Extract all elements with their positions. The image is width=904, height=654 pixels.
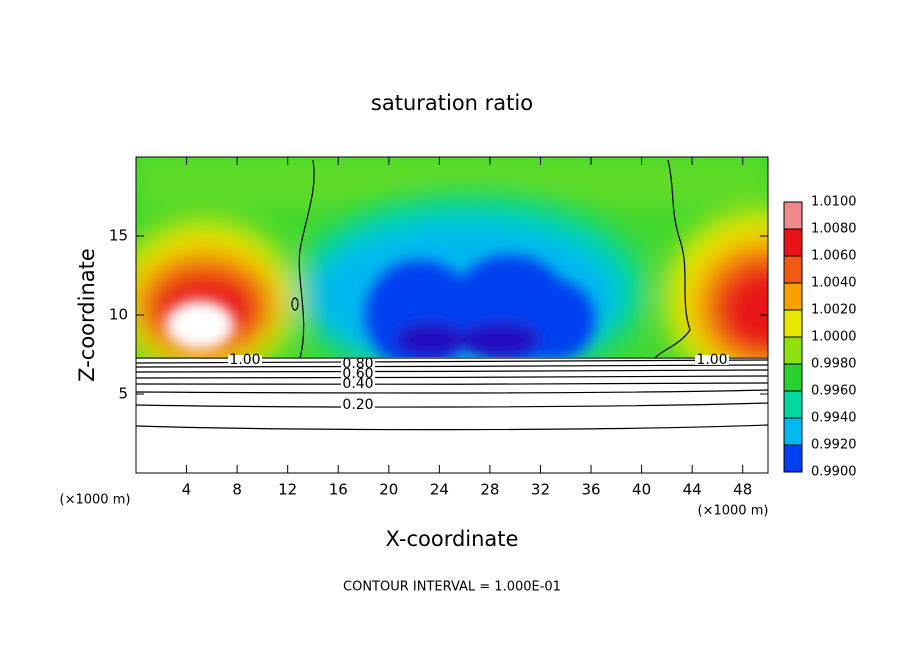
- x-tick-label: 12: [278, 481, 297, 499]
- contour-label: 0.20: [342, 397, 373, 413]
- x-tick-label: 8: [232, 481, 242, 499]
- colorbar-band: [784, 391, 802, 418]
- colorbar-band: [784, 310, 802, 337]
- colorbar-label: 1.0020: [811, 303, 857, 318]
- colorbar-band: [784, 364, 802, 391]
- y-tick-label: 10: [109, 306, 128, 324]
- colorbar-band: [784, 445, 802, 472]
- x-tick-label: 36: [581, 481, 600, 499]
- colorbar-band: [784, 256, 802, 283]
- x-tick-label: 4: [182, 481, 192, 499]
- colorbar-band: [784, 283, 802, 310]
- contour-label-bg: [341, 379, 375, 389]
- x-tick-label: 28: [480, 481, 499, 499]
- colorbar-label: 0.9900: [811, 465, 857, 480]
- colorbar-band: [784, 229, 802, 256]
- contour-label: 1.00: [696, 352, 727, 368]
- x-tick-label: 20: [379, 481, 398, 499]
- colorbar-label: 0.9940: [811, 411, 857, 426]
- contour-label: 0.60: [342, 366, 373, 382]
- colorbar-label: 1.0000: [811, 330, 857, 345]
- contour-label-bg: [341, 400, 375, 410]
- colorbar-label: 0.9960: [811, 384, 857, 399]
- contour-label-bg: [695, 355, 729, 365]
- colorbar-label: 0.9980: [811, 357, 857, 372]
- x-tick-label: 24: [430, 481, 449, 499]
- colorbar-label: 1.0040: [811, 276, 857, 291]
- x-tick-label: 40: [632, 481, 651, 499]
- colorbar-label: 1.0080: [811, 222, 857, 237]
- x-tick-label: 48: [733, 481, 752, 499]
- y-axis-label: Z-coordinate: [75, 248, 99, 382]
- x-tick-label: 16: [329, 481, 348, 499]
- colorbar-band: [784, 202, 802, 229]
- colorbar-label: 1.0100: [811, 195, 857, 210]
- colorbar-band: [784, 337, 802, 364]
- contour-label: 0.80: [342, 356, 373, 372]
- colorbar-label: 1.0060: [811, 249, 857, 264]
- x-unit: (×1000 m): [60, 493, 131, 508]
- y-tick-label: 5: [118, 385, 128, 403]
- footer: CONTOUR INTERVAL = 1.000E-01: [343, 580, 561, 595]
- contour-label-bg: [341, 369, 375, 379]
- contour-label: 0.40: [342, 376, 373, 392]
- x-unit: (×1000 m): [698, 504, 769, 519]
- colorbar-label: 0.9920: [811, 438, 857, 453]
- contour-label-bg: [228, 355, 262, 365]
- contour-label: 1.00: [229, 352, 260, 368]
- x-tick-label: 44: [683, 481, 702, 499]
- x-tick-label: 32: [531, 481, 550, 499]
- chart-title: saturation ratio: [371, 91, 533, 115]
- x-axis-label: X-coordinate: [386, 527, 519, 551]
- colorbar-band: [784, 418, 802, 445]
- contour-label-bg: [341, 359, 375, 369]
- y-tick-label: 15: [109, 227, 128, 245]
- field: [136, 157, 768, 473]
